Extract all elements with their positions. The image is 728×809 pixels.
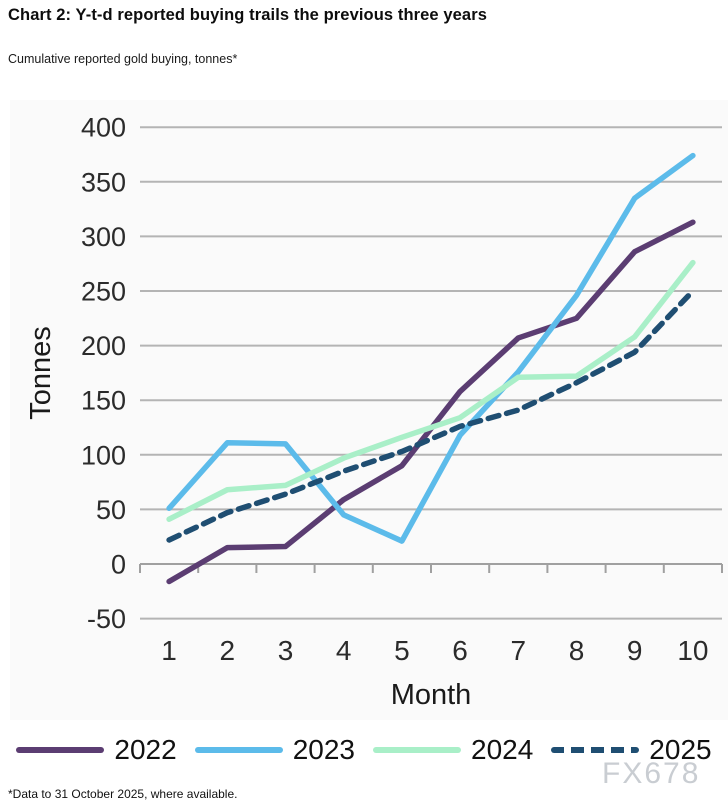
- legend-item-2025: 2025: [551, 734, 712, 765]
- legend-item-2023: 2023: [194, 734, 355, 765]
- svg-text:Month: Month: [391, 679, 472, 711]
- legend-swatch-2023: [194, 747, 283, 753]
- legend-swatch-2024: [373, 747, 461, 753]
- legend-label-2024: 2024: [471, 734, 534, 765]
- svg-text:250: 250: [81, 277, 126, 307]
- svg-text:10: 10: [677, 635, 708, 666]
- legend-swatch-2022: [16, 747, 105, 753]
- svg-text:3: 3: [278, 635, 294, 666]
- legend-swatch-2025: [551, 747, 640, 753]
- page-subtitle: Cumulative reported gold buying, tonnes*: [8, 52, 238, 66]
- svg-text:6: 6: [452, 635, 468, 666]
- svg-text:300: 300: [81, 222, 126, 252]
- legend-label-2022: 2022: [114, 734, 177, 765]
- svg-text:400: 400: [81, 113, 126, 143]
- svg-text:150: 150: [81, 386, 126, 416]
- svg-text:1: 1: [161, 635, 177, 666]
- svg-text:2: 2: [220, 635, 236, 666]
- legend-item-2024: 2024: [373, 736, 533, 764]
- svg-text:7: 7: [511, 635, 527, 666]
- svg-text:0: 0: [111, 550, 126, 580]
- svg-text:100: 100: [81, 440, 126, 470]
- watermark: FX678: [602, 757, 701, 790]
- chart-svg: -50 0 50 100 150 200 250 300 350 400 1 2 3 4 5 6 7 8 9 10 Mo…: [25, 113, 723, 711]
- svg-text:50: 50: [96, 495, 126, 525]
- svg-text:200: 200: [81, 331, 126, 361]
- chart-area: -50 0 50 100 150 200 250 300 350 400 1 2 3 4 5 6 7 8 9 10 Mo…: [10, 100, 728, 720]
- svg-text:9: 9: [627, 635, 643, 666]
- legend-label-2025: 2025: [649, 734, 712, 765]
- page-title: Chart 2: Y-t-d reported buying trails th…: [8, 6, 488, 24]
- chart-legend: 2022 2023 2024 2025: [0, 731, 728, 769]
- svg-text:4: 4: [336, 635, 352, 666]
- legend-label-2023: 2023: [292, 734, 355, 765]
- svg-text:8: 8: [569, 635, 585, 666]
- svg-text:Tonnes: Tonnes: [25, 326, 57, 420]
- svg-text:5: 5: [394, 635, 410, 666]
- svg-text:350: 350: [81, 167, 126, 197]
- legend-item-2022: 2022: [16, 734, 177, 765]
- footnote: *Data to 31 October 2025, where availabl…: [8, 787, 238, 801]
- svg-text:-50: -50: [87, 604, 126, 634]
